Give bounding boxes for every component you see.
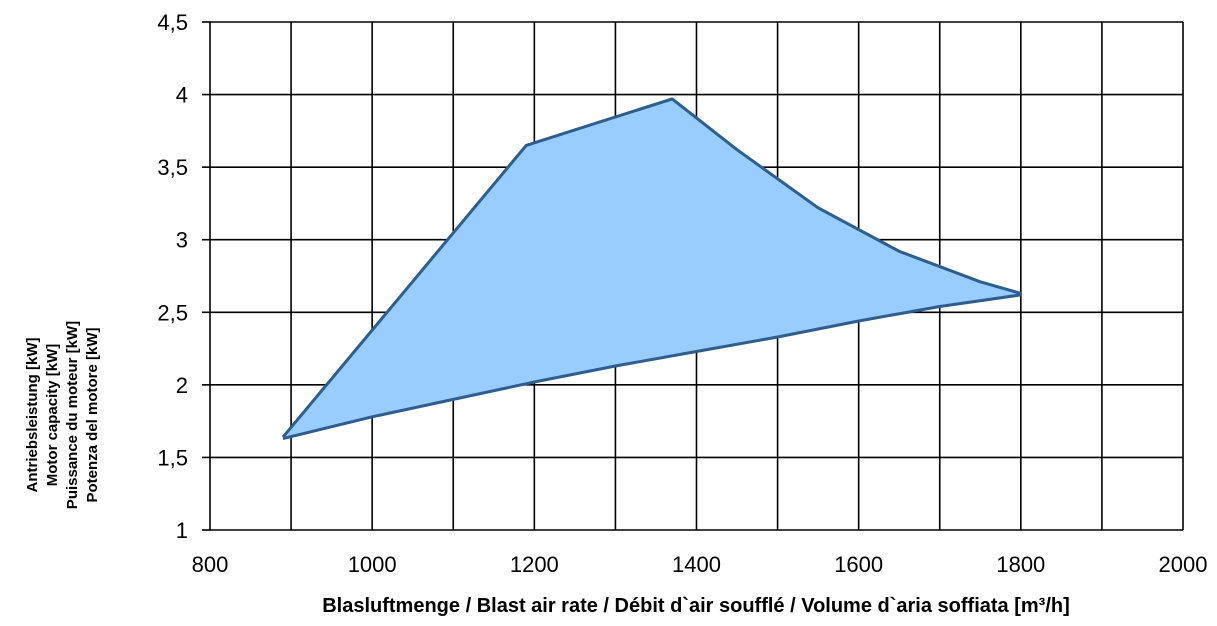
- y-tick-label: 1,5: [157, 445, 188, 470]
- y-axis-title-line: Antriebsleistung [kW]: [24, 337, 41, 492]
- y-axis-title-line: Potenza del motore [kW]: [84, 327, 101, 502]
- y-tick-label: 3,5: [157, 155, 188, 180]
- x-tick-labels: 800 1000 1200 1400 1600 1800 2000: [192, 552, 1208, 577]
- lower-boundary-line: [282, 293, 1022, 441]
- y-axis-title-line: Puissance du moteur [kW]: [64, 321, 81, 509]
- x-tick-label: 1000: [348, 552, 397, 577]
- x-tick-label: 800: [192, 552, 229, 577]
- y-tick-label: 2,5: [157, 300, 188, 325]
- y-tick-label: 1: [176, 518, 188, 543]
- operating-range-area: [283, 98, 1021, 439]
- x-tick-label: 2000: [1159, 552, 1208, 577]
- y-axis-title-line: Motor capacity [kW]: [44, 344, 61, 487]
- x-tick-label: 1200: [510, 552, 559, 577]
- x-tick-label: 1600: [834, 552, 883, 577]
- y-tick-label: 4,5: [157, 10, 188, 35]
- y-tick-label: 3: [176, 228, 188, 253]
- x-tick-label: 1400: [672, 552, 721, 577]
- y-tick-label: 4: [176, 83, 188, 108]
- y-tick-labels: 1 1,5 2 2,5 3 3,5 4 4,5: [157, 10, 210, 543]
- x-tick-label: 1800: [996, 552, 1045, 577]
- y-tick-label: 2: [176, 373, 188, 398]
- x-axis-title: Blasluftmenge / Blast air rate / Débit d…: [322, 595, 1070, 617]
- upper-boundary-line: [281, 97, 1022, 439]
- y-axis-title: Antriebsleistung [kW] Motor capacity [kW]…: [24, 321, 101, 509]
